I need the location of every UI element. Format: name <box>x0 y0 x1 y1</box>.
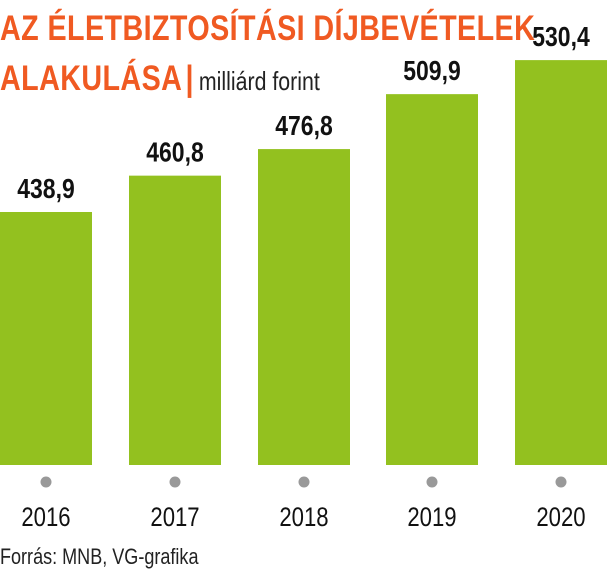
value-label-2016: 438,9 <box>17 174 74 205</box>
x-tick-label-2017: 2017 <box>150 503 199 533</box>
value-label-2017: 460,8 <box>146 138 203 169</box>
bar-2016 <box>0 212 92 465</box>
bar-2020 <box>515 60 607 466</box>
bar-2017 <box>129 175 221 465</box>
chart-title-line1: AZ ÉLETBIZTOSÍTÁSI DÍJBEVÉTELEK <box>0 9 536 48</box>
tick-marker-2016 <box>40 476 52 488</box>
bar-chart: 438,9 2016 460,8 2017 476,8 2018 509,9 2019 530,… <box>0 22 607 533</box>
bar-2019 <box>386 94 478 465</box>
value-label-2019: 509,9 <box>403 56 460 87</box>
x-tick-label-2018: 2018 <box>279 503 328 533</box>
x-tick-label-2020: 2020 <box>536 503 585 533</box>
value-label-2018: 476,8 <box>275 111 332 142</box>
tick-marker-2017 <box>169 476 181 488</box>
chart-title: AZ ÉLETBIZTOSÍTÁSI DÍJBEVÉTELEK ALAKULÁS… <box>0 4 536 106</box>
value-label-2020: 530,4 <box>532 22 590 53</box>
bar-2018 <box>258 149 350 465</box>
x-tick-label-2019: 2019 <box>407 503 456 533</box>
source-note: Forrás: MNB, VG-grafika <box>0 544 199 569</box>
tick-marker-2019 <box>426 476 438 488</box>
tick-marker-2020 <box>555 476 567 488</box>
chart-unit-label: milliárd forint <box>198 66 320 96</box>
title-separator: | <box>185 59 194 98</box>
tick-marker-2018 <box>298 476 310 488</box>
chart-title-line2: ALAKULÁSA <box>0 59 183 98</box>
x-tick-label-2016: 2016 <box>21 503 70 533</box>
